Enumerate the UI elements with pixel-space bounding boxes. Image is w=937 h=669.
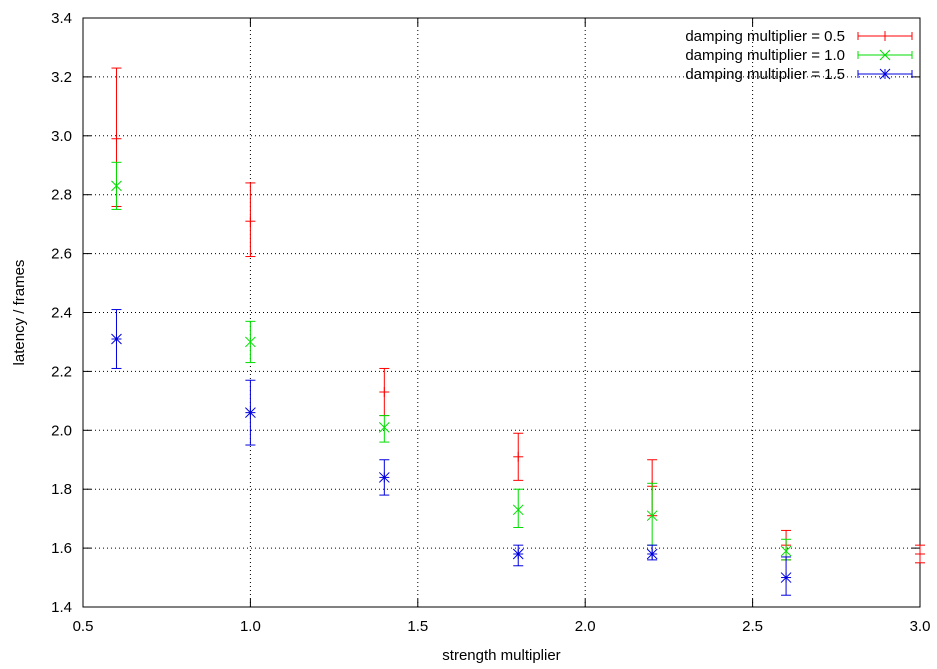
x-tick-label: 2.0 — [575, 618, 596, 635]
tick-layer: 0.5 1.0 1.5 2.0 2.5 3.0 1.4 1.6 1.8 2.0 2.2 2.4 2.6 2… — [51, 10, 930, 635]
legend-label: damping multiplier = 1.0 — [685, 47, 845, 64]
data-point — [378, 415, 390, 443]
data-point — [512, 544, 524, 567]
y-tick-label: 1.6 — [51, 540, 72, 557]
x-tick-label: 0.5 — [73, 618, 94, 635]
point-marker — [780, 545, 792, 557]
grid-layer — [83, 18, 920, 607]
data-point — [646, 482, 658, 546]
marker-stroke — [780, 545, 792, 557]
x-tick-label: 1.0 — [240, 618, 261, 635]
data-point — [379, 367, 390, 417]
marker-stroke — [646, 510, 658, 522]
y-tick-label: 1.8 — [51, 481, 72, 498]
marker-stroke — [879, 68, 891, 80]
data-point — [512, 488, 524, 528]
series-1 — [111, 161, 792, 561]
y-tick-label: 2.0 — [51, 422, 72, 439]
marker-stroke — [245, 336, 256, 348]
marker-stroke — [646, 548, 658, 560]
y-tick-label: 3.2 — [51, 69, 72, 86]
legend-marker — [879, 68, 891, 80]
point-marker — [245, 336, 256, 348]
point-marker — [646, 548, 658, 560]
point-marker — [646, 510, 658, 522]
point-marker — [245, 407, 256, 418]
point-marker — [245, 216, 256, 227]
y-tick-label: 2.6 — [51, 246, 72, 263]
legend-entry-1: damping multiplier = 1.0 — [685, 47, 913, 64]
point-marker — [379, 387, 390, 398]
plot-frame — [82, 17, 921, 608]
legend-entry-0: damping multiplier = 0.5 — [685, 28, 913, 45]
point-marker — [513, 451, 524, 462]
marker-stroke — [378, 472, 390, 483]
marker-stroke — [512, 548, 524, 560]
point-marker — [780, 572, 792, 583]
series-layer — [111, 67, 925, 596]
marker-stroke — [245, 407, 256, 418]
point-marker — [512, 504, 524, 516]
point-marker — [111, 133, 122, 144]
y-tick-label: 1.4 — [51, 599, 72, 616]
data-point — [780, 556, 792, 596]
data-point — [245, 320, 256, 364]
x-tick-label: 3.0 — [910, 618, 931, 635]
series-2 — [111, 309, 792, 596]
y-tick-label: 2.4 — [51, 305, 72, 322]
data-point — [378, 459, 390, 496]
marker-stroke — [512, 504, 524, 516]
legend-label: damping multiplier = 0.5 — [685, 28, 845, 45]
y-tick-label: 2.2 — [51, 363, 72, 380]
legend-marker — [880, 31, 890, 41]
point-marker — [111, 180, 122, 192]
data-point — [245, 379, 256, 446]
data-point — [513, 432, 524, 481]
legend: damping multiplier = 0.5 damping multipli… — [685, 28, 913, 83]
point-marker — [378, 472, 390, 483]
y-tick-label: 3.4 — [51, 10, 72, 27]
data-point — [915, 544, 925, 564]
y-tick-label: 3.0 — [51, 128, 72, 145]
y-axis-label: latency / frames — [11, 260, 28, 366]
y-tick-label: 2.8 — [51, 187, 72, 204]
data-point — [111, 309, 122, 369]
marker-stroke — [111, 333, 122, 345]
series-0 — [111, 67, 925, 564]
x-tick-label: 1.5 — [407, 618, 428, 635]
data-point — [111, 161, 122, 210]
legend-label: damping multiplier = 1.5 — [685, 66, 845, 83]
marker-stroke — [879, 49, 891, 61]
legend-entry-2: damping multiplier = 1.5 — [685, 66, 913, 83]
legend-marker — [879, 49, 891, 61]
x-axis-label: strength multiplier — [442, 647, 560, 664]
marker-stroke — [111, 180, 122, 192]
data-point — [245, 182, 256, 258]
data-point — [646, 544, 658, 561]
point-marker — [512, 548, 524, 560]
marker-stroke — [780, 572, 792, 583]
point-marker — [111, 333, 122, 345]
marker-stroke — [378, 422, 390, 433]
x-tick-label: 2.5 — [742, 618, 763, 635]
point-marker — [915, 548, 925, 559]
point-marker — [378, 422, 390, 433]
